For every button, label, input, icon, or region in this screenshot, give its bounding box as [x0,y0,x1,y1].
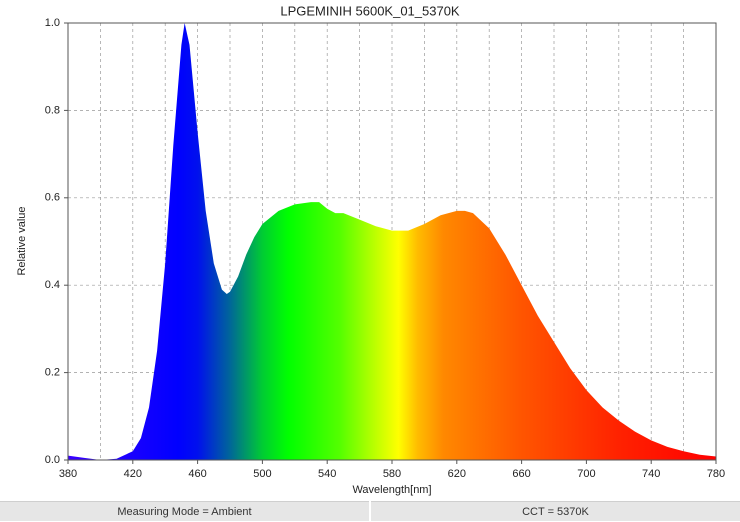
status-bar: Measuring Mode = Ambient CCT = 5370K [0,501,740,521]
spectrum-area [68,23,716,460]
cct: CCT = 5370K [371,501,740,521]
plot-frame [67,22,717,461]
x-axis-label: Wavelength[nm] [352,484,431,496]
y-tick-label: 0.2 [45,367,60,379]
x-tick-label: 700 [577,468,595,480]
y-tick-label: 1.0 [45,17,60,29]
y-tick-label: 0.4 [45,279,60,291]
x-tick-label: 420 [124,468,142,480]
y-tick-label: 0.6 [45,192,60,204]
x-tick-label: 540 [318,468,336,480]
x-tick-label: 580 [383,468,401,480]
x-tick-label: 460 [188,468,206,480]
x-tick-label: 380 [59,468,77,480]
x-tick-label: 660 [512,468,530,480]
x-tick-label: 740 [642,468,660,480]
x-tick-label: 620 [448,468,466,480]
y-tick-label: 0.8 [45,104,60,116]
chart: LPGEMINIH 5600K_01_5370K Wavelength[nm] … [16,3,725,496]
measuring-mode: Measuring Mode = Ambient [0,501,369,521]
chart-title: LPGEMINIH 5600K_01_5370K [280,3,460,18]
y-axis-label: Relative value [16,206,28,275]
x-tick-label: 780 [707,468,725,480]
y-tick-label: 0.0 [45,454,60,466]
x-tick-label: 500 [253,468,271,480]
